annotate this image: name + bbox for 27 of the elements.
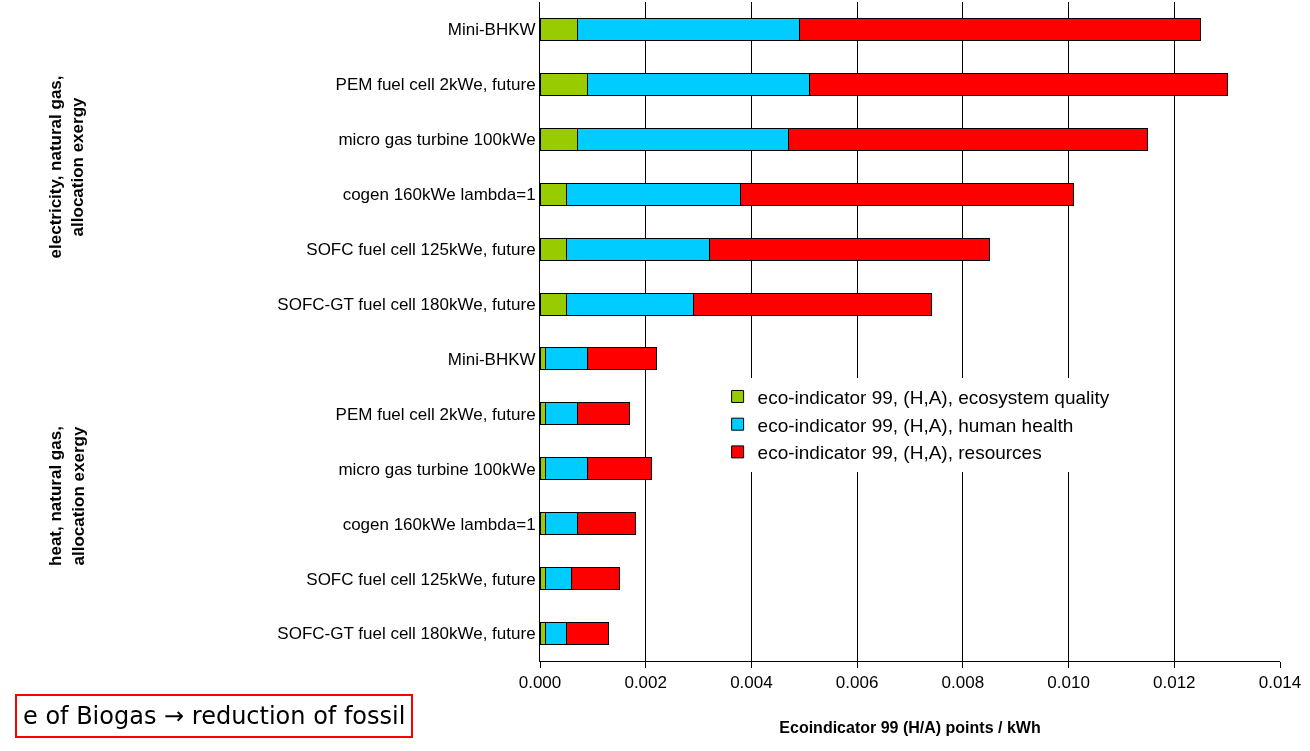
legend-label: eco-indicator 99, (H,A), human health: [757, 414, 1074, 436]
y-tick-label: Mini-BHKW: [447, 349, 536, 369]
x-tick-label: 0.006: [835, 673, 879, 693]
text: e of Biogas → reduction of fossil: [23, 702, 406, 730]
y-tick-label: cogen 160kWe lambda=1: [342, 514, 536, 534]
y-tick-label: SOFC fuel cell 125kWe, future: [306, 569, 536, 589]
x-tick-label: 0.002: [624, 673, 667, 693]
y-tick-label: SOFC-GT fuel cell 180kWe, future: [277, 624, 536, 644]
y-tick-label: cogen 160kWe lambda=1: [342, 185, 536, 205]
y-tick-label: SOFC-GT fuel cell 180kWe, future: [277, 294, 536, 314]
y-tick-label: micro gas turbine 100kWe: [338, 130, 536, 150]
x-axis-title: Ecoindicator 99 (H/A) points / kWh: [779, 719, 1041, 737]
x-tick-label: 0.014: [1258, 673, 1302, 693]
legend-label: eco-indicator 99, (H,A), ecosystem quality: [757, 386, 1110, 408]
x-tick-label: 0.010: [1047, 673, 1090, 693]
y-tick-label: PEM fuel cell 2kWe, future: [335, 404, 536, 424]
y-tick-label: SOFC fuel cell 125kWe, future: [306, 240, 536, 260]
y-tick-label: micro gas turbine 100kWe: [338, 459, 536, 479]
y-tick-label: PEM fuel cell 2kWe, future: [335, 75, 536, 95]
text: electricity, natural gas, allocation exergy: [45, 75, 88, 259]
text: heat, natural gas, allocation exergy: [46, 426, 88, 566]
legend-label: eco-indicator 99, (H,A), resources: [757, 442, 1042, 464]
x-tick-label: 0.000: [518, 673, 562, 693]
x-tick-label: 0.004: [730, 673, 773, 693]
x-tick-label: 0.008: [941, 673, 985, 693]
x-tick-label: 0.012: [1153, 673, 1196, 693]
y-tick-label: Mini-BHKW: [447, 20, 536, 40]
